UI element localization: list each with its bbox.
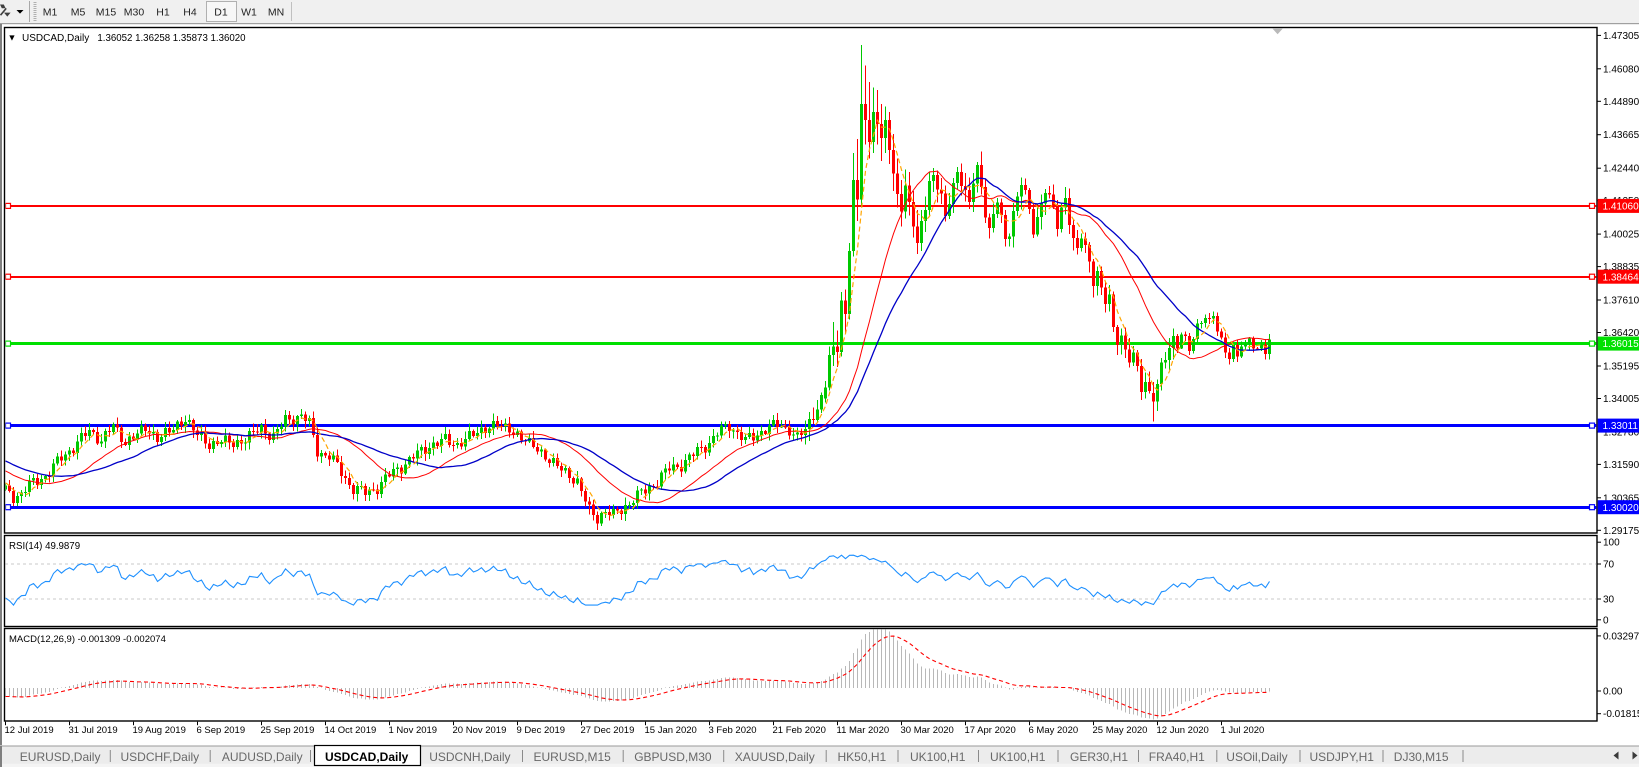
svg-text:14 Oct 2019: 14 Oct 2019 — [325, 725, 377, 736]
svg-text:9 Dec 2019: 9 Dec 2019 — [517, 725, 566, 736]
svg-text:GER30,H1: GER30,H1 — [1070, 750, 1128, 764]
svg-text:21 Feb 2020: 21 Feb 2020 — [773, 725, 826, 736]
svg-text:100: 100 — [1603, 538, 1620, 549]
svg-text:M1: M1 — [43, 7, 58, 19]
svg-text:30 Mar 2020: 30 Mar 2020 — [901, 725, 954, 736]
svg-text:1 Nov 2019: 1 Nov 2019 — [389, 725, 438, 736]
svg-text:6 Sep 2019: 6 Sep 2019 — [197, 725, 246, 736]
svg-text:AUDUSD,Daily: AUDUSD,Daily — [222, 750, 303, 764]
svg-text:M15: M15 — [96, 7, 117, 19]
svg-text:H4: H4 — [183, 7, 197, 19]
svg-text:1.38464: 1.38464 — [1603, 272, 1639, 283]
svg-text:USDCAD,Daily: USDCAD,Daily — [22, 33, 89, 44]
svg-text:USOil,Daily: USOil,Daily — [1226, 750, 1287, 764]
svg-text:1.38835: 1.38835 — [1603, 262, 1639, 273]
svg-text:0.00: 0.00 — [1603, 687, 1623, 698]
svg-text:0.032972: 0.032972 — [1603, 631, 1639, 642]
svg-text:6 May 2020: 6 May 2020 — [1029, 725, 1079, 736]
svg-text:1.32780: 1.32780 — [1603, 427, 1639, 438]
svg-text:25 Sep 2019: 25 Sep 2019 — [261, 725, 315, 736]
svg-text:11 Mar 2020: 11 Mar 2020 — [837, 725, 890, 736]
svg-text:XAUUSD,Daily: XAUUSD,Daily — [735, 750, 815, 764]
svg-text:MACD(12,26,9) -0.001309 -0.002: MACD(12,26,9) -0.001309 -0.002074 — [9, 634, 166, 645]
svg-text:1.42440: 1.42440 — [1603, 164, 1639, 175]
svg-text:12 Jul 2019: 12 Jul 2019 — [5, 725, 54, 736]
svg-text:EURUSD,Daily: EURUSD,Daily — [20, 750, 101, 764]
svg-text:0: 0 — [1603, 615, 1609, 626]
svg-text:1.46080: 1.46080 — [1603, 64, 1639, 75]
svg-text:1.43665: 1.43665 — [1603, 130, 1639, 141]
svg-text:1 Jul 2020: 1 Jul 2020 — [1221, 725, 1265, 736]
svg-text:RSI(14) 49.9879: RSI(14) 49.9879 — [9, 541, 80, 552]
svg-text:-0.01815: -0.01815 — [1603, 709, 1639, 720]
svg-text:15 Jan 2020: 15 Jan 2020 — [645, 725, 697, 736]
svg-text:1.41060: 1.41060 — [1603, 202, 1639, 213]
svg-text:H1: H1 — [156, 7, 170, 19]
svg-text:UK100,H1: UK100,H1 — [990, 750, 1046, 764]
svg-text:1.33011: 1.33011 — [1603, 421, 1639, 432]
svg-text:1.44890: 1.44890 — [1603, 97, 1639, 108]
svg-text:70: 70 — [1603, 560, 1615, 571]
svg-text:1.29175: 1.29175 — [1603, 526, 1639, 537]
svg-text:EURUSD,M15: EURUSD,M15 — [534, 750, 612, 764]
svg-text:1.30365: 1.30365 — [1603, 493, 1639, 504]
svg-text:1.31590: 1.31590 — [1603, 460, 1639, 471]
svg-text:M30: M30 — [124, 7, 145, 19]
svg-text:USDCAD,Daily: USDCAD,Daily — [325, 750, 409, 764]
svg-text:12 Jun 2020: 12 Jun 2020 — [1157, 725, 1209, 736]
svg-text:1.35195: 1.35195 — [1603, 362, 1639, 373]
svg-text:30: 30 — [1603, 595, 1615, 606]
svg-text:FRA40,H1: FRA40,H1 — [1149, 750, 1205, 764]
svg-text:20 Nov 2019: 20 Nov 2019 — [453, 725, 507, 736]
svg-text:D1: D1 — [214, 7, 228, 19]
svg-text:1.36420: 1.36420 — [1603, 328, 1639, 339]
svg-text:19 Aug 2019: 19 Aug 2019 — [133, 725, 186, 736]
svg-text:W1: W1 — [241, 7, 257, 19]
svg-text:3 Feb 2020: 3 Feb 2020 — [709, 725, 757, 736]
svg-text:USDJPY,H1: USDJPY,H1 — [1310, 750, 1375, 764]
svg-text:USDCNH,Daily: USDCNH,Daily — [429, 750, 510, 764]
svg-text:▼: ▼ — [8, 33, 17, 43]
svg-text:1.47305: 1.47305 — [1603, 31, 1639, 42]
svg-text:25 May 2020: 25 May 2020 — [1093, 725, 1148, 736]
svg-text:17 Apr 2020: 17 Apr 2020 — [965, 725, 1016, 736]
svg-text:1.36052 1.36258 1.35873 1.3602: 1.36052 1.36258 1.35873 1.36020 — [97, 33, 246, 44]
svg-text:31 Jul 2019: 31 Jul 2019 — [69, 725, 118, 736]
svg-text:M5: M5 — [71, 7, 86, 19]
svg-text:UK100,H1: UK100,H1 — [910, 750, 966, 764]
svg-text:DJ30,M15: DJ30,M15 — [1394, 750, 1449, 764]
svg-text:1.40025: 1.40025 — [1603, 230, 1639, 241]
svg-text:1.30020: 1.30020 — [1603, 503, 1639, 514]
svg-text:1.34005: 1.34005 — [1603, 394, 1639, 405]
svg-text:MN: MN — [268, 7, 284, 19]
svg-text:USDCHF,Daily: USDCHF,Daily — [121, 750, 200, 764]
svg-text:1.37610: 1.37610 — [1603, 296, 1639, 307]
svg-text:1.36015: 1.36015 — [1603, 339, 1639, 350]
svg-text:27 Dec 2019: 27 Dec 2019 — [581, 725, 635, 736]
svg-text:GBPUSD,M30: GBPUSD,M30 — [634, 750, 712, 764]
svg-text:HK50,H1: HK50,H1 — [838, 750, 887, 764]
